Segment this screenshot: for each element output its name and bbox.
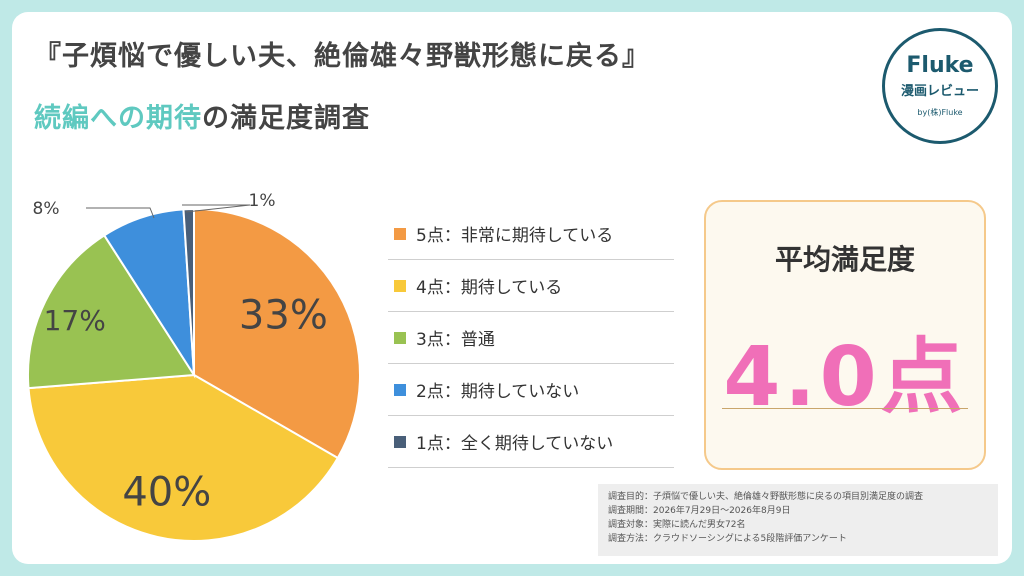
survey-note-period: 調査期間：2026年7月29日～2026年8月9日 <box>608 506 791 516</box>
page-subtitle: 続編への期待の満足度調査 <box>34 96 370 135</box>
fluke-logo: Fluke 漫画レビュー by(株)Fluke <box>882 28 998 144</box>
legend-swatch-2 <box>394 279 406 292</box>
logo-byline: by(株)Fluke <box>917 108 963 117</box>
pie-slice-3 <box>27 233 196 390</box>
legend-swatch-5 <box>394 435 406 448</box>
legend-label-5: 1点：全く期待していない <box>416 434 614 454</box>
logo-subtitle: 漫画レビュー <box>900 84 979 99</box>
pie-leader-line-5 <box>182 204 251 213</box>
pie-label-3: 17% <box>44 304 106 337</box>
average-score-box: 平均満足度 4.0点 <box>704 200 986 470</box>
pie-chart: 33% 40% 17% 8% 1% <box>27 191 361 542</box>
pie-slice-2 <box>27 373 340 542</box>
survey-note-purpose: 調査目的：子煩悩で優しい夫、絶倫雄々野獣形態に戻るの項目別満足度の調査 <box>608 492 924 502</box>
legend-item-1: 5点：非常に期待している <box>388 208 674 260</box>
pie-label-2: 40% <box>122 470 211 516</box>
pie-slice-5 <box>182 207 195 376</box>
legend-item-5: 1点：全く期待していない <box>388 416 674 468</box>
legend-swatch-3 <box>394 331 406 344</box>
pie-leader-line-4 <box>86 207 155 219</box>
survey-note-target: 調査対象：実際に読んだ男女72名 <box>608 520 746 530</box>
survey-note-method: 調査方法：クラウドソーシングによる5段階評価アンケート <box>608 534 847 544</box>
page-title: 『子煩悩で優しい夫、絶倫雄々野獣形態に戻る』 <box>34 41 650 72</box>
pie-label-4: 8% <box>33 199 60 219</box>
pie-label-5: 1% <box>249 191 276 211</box>
average-label: 平均満足度 <box>774 243 915 276</box>
subtitle-rest: の満足度調査 <box>202 103 370 134</box>
legend-label-1: 5点：非常に期待している <box>416 226 614 246</box>
average-underline <box>722 408 968 409</box>
pie-label-1: 33% <box>239 292 328 338</box>
logo-brand: Fluke <box>906 53 974 78</box>
subtitle-highlight: 続編への期待 <box>34 103 202 134</box>
survey-notes: 調査目的：子煩悩で優しい夫、絶倫雄々野獣形態に戻るの項目別満足度の調査 調査期間… <box>598 484 998 556</box>
legend-label-3: 3点：普通 <box>416 330 495 350</box>
legend-item-2: 4点：期待している <box>388 260 674 312</box>
legend-label-2: 4点：期待している <box>416 278 563 298</box>
chart-legend: 5点：非常に期待している 4点：期待している 3点：普通 2点：期待していない 1点：全… <box>388 208 674 468</box>
legend-label-4: 2点：期待していない <box>416 382 580 402</box>
pie-slice-1 <box>193 207 361 460</box>
legend-swatch-4 <box>394 383 406 396</box>
legend-item-4: 2点：期待していない <box>388 364 674 416</box>
average-value: 4.0点 <box>723 330 967 425</box>
legend-item-3: 3点：普通 <box>388 312 674 364</box>
legend-swatch-1 <box>394 227 406 240</box>
